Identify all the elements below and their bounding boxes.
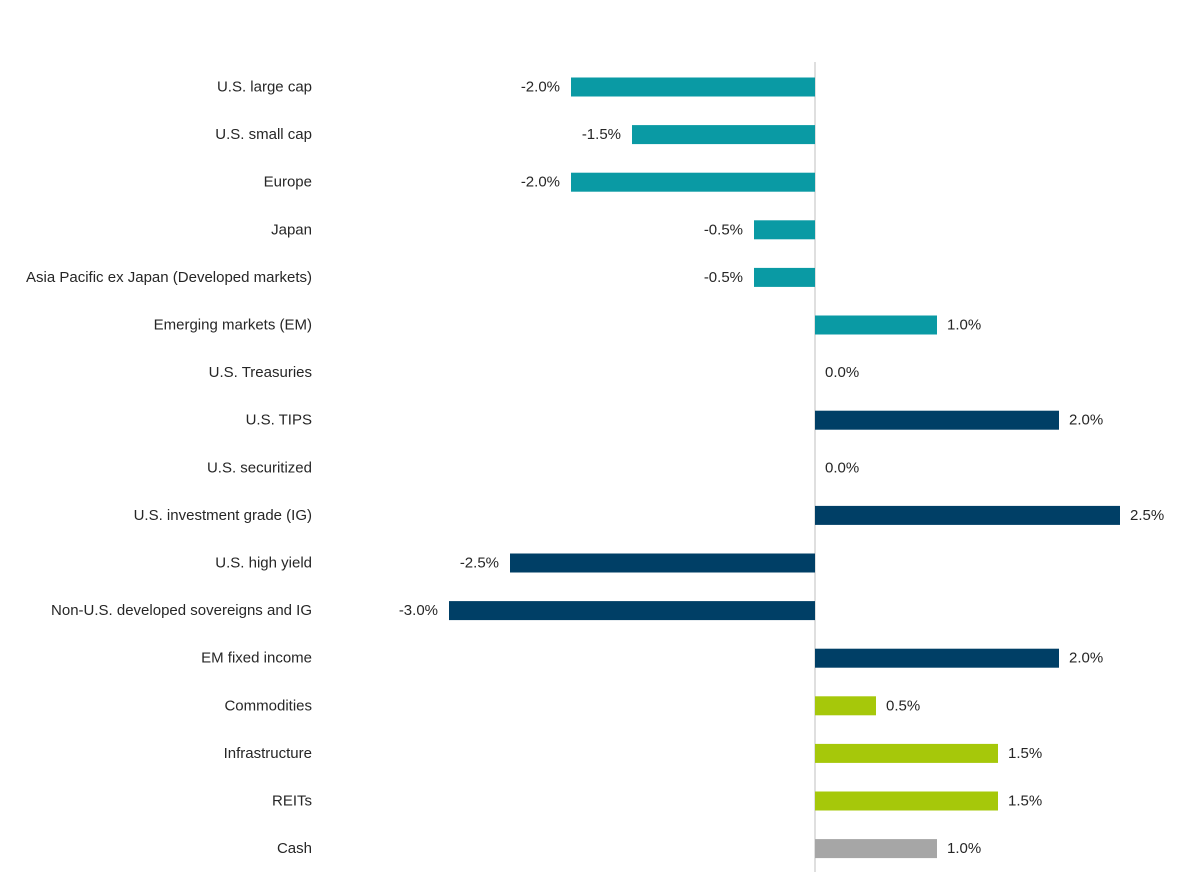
category-label: U.S. high yield	[215, 555, 312, 572]
category-label: Infrastructure	[224, 745, 312, 762]
bar	[815, 648, 1059, 668]
bar	[754, 220, 815, 240]
data-label: -2.0%	[521, 174, 560, 191]
category-label: Asia Pacific ex Japan (Developed markets…	[26, 269, 312, 286]
data-label: -2.5%	[460, 555, 499, 572]
data-label: 0.5%	[886, 697, 920, 714]
bar	[449, 601, 815, 621]
value-labels: -2.0% -1.5% -2.0% -0.5% -0.5% 1.0% 0.0% 2.0% 0.0…	[399, 79, 1164, 858]
category-label: U.S. large cap	[217, 79, 312, 96]
data-label: 0.0%	[825, 459, 859, 476]
bar	[815, 791, 998, 811]
category-labels: U.S. large cap U.S. small cap Europe Japan A…	[26, 79, 312, 858]
bar	[571, 77, 815, 97]
bars-layer	[449, 77, 1120, 859]
data-label: 2.0%	[1069, 650, 1103, 667]
data-label: -0.5%	[704, 269, 743, 286]
category-label: REITs	[272, 793, 312, 810]
category-label: Commodities	[224, 697, 312, 714]
category-label: U.S. TIPS	[246, 412, 312, 429]
bar	[815, 410, 1059, 430]
category-label: U.S. Treasuries	[209, 364, 312, 381]
data-label: -1.5%	[582, 126, 621, 143]
category-label: Japan	[271, 221, 312, 238]
data-label: 1.5%	[1008, 793, 1042, 810]
data-label: -0.5%	[704, 221, 743, 238]
bar	[815, 315, 937, 335]
data-label: 2.5%	[1130, 507, 1164, 524]
data-label: 0.0%	[825, 364, 859, 381]
data-label: -3.0%	[399, 602, 438, 619]
bar	[815, 743, 998, 763]
category-label: Cash	[277, 840, 312, 857]
category-label: Europe	[264, 174, 312, 191]
category-label: EM fixed income	[201, 650, 312, 667]
category-label: U.S. small cap	[215, 126, 312, 143]
data-label: 1.0%	[947, 840, 981, 857]
category-label: Non-U.S. developed sovereigns and IG	[51, 602, 312, 619]
data-label: 1.0%	[947, 317, 981, 334]
bar	[815, 839, 937, 859]
category-label: Emerging markets (EM)	[154, 317, 312, 334]
bar	[510, 553, 815, 573]
bar	[571, 172, 815, 192]
bar	[632, 125, 815, 145]
bar	[754, 267, 815, 287]
category-label: U.S. securitized	[207, 459, 312, 476]
category-label: U.S. investment grade (IG)	[134, 507, 312, 524]
bar	[815, 696, 876, 716]
data-label: 1.5%	[1008, 745, 1042, 762]
data-label: 2.0%	[1069, 412, 1103, 429]
data-label: -2.0%	[521, 79, 560, 96]
bar	[815, 505, 1120, 525]
